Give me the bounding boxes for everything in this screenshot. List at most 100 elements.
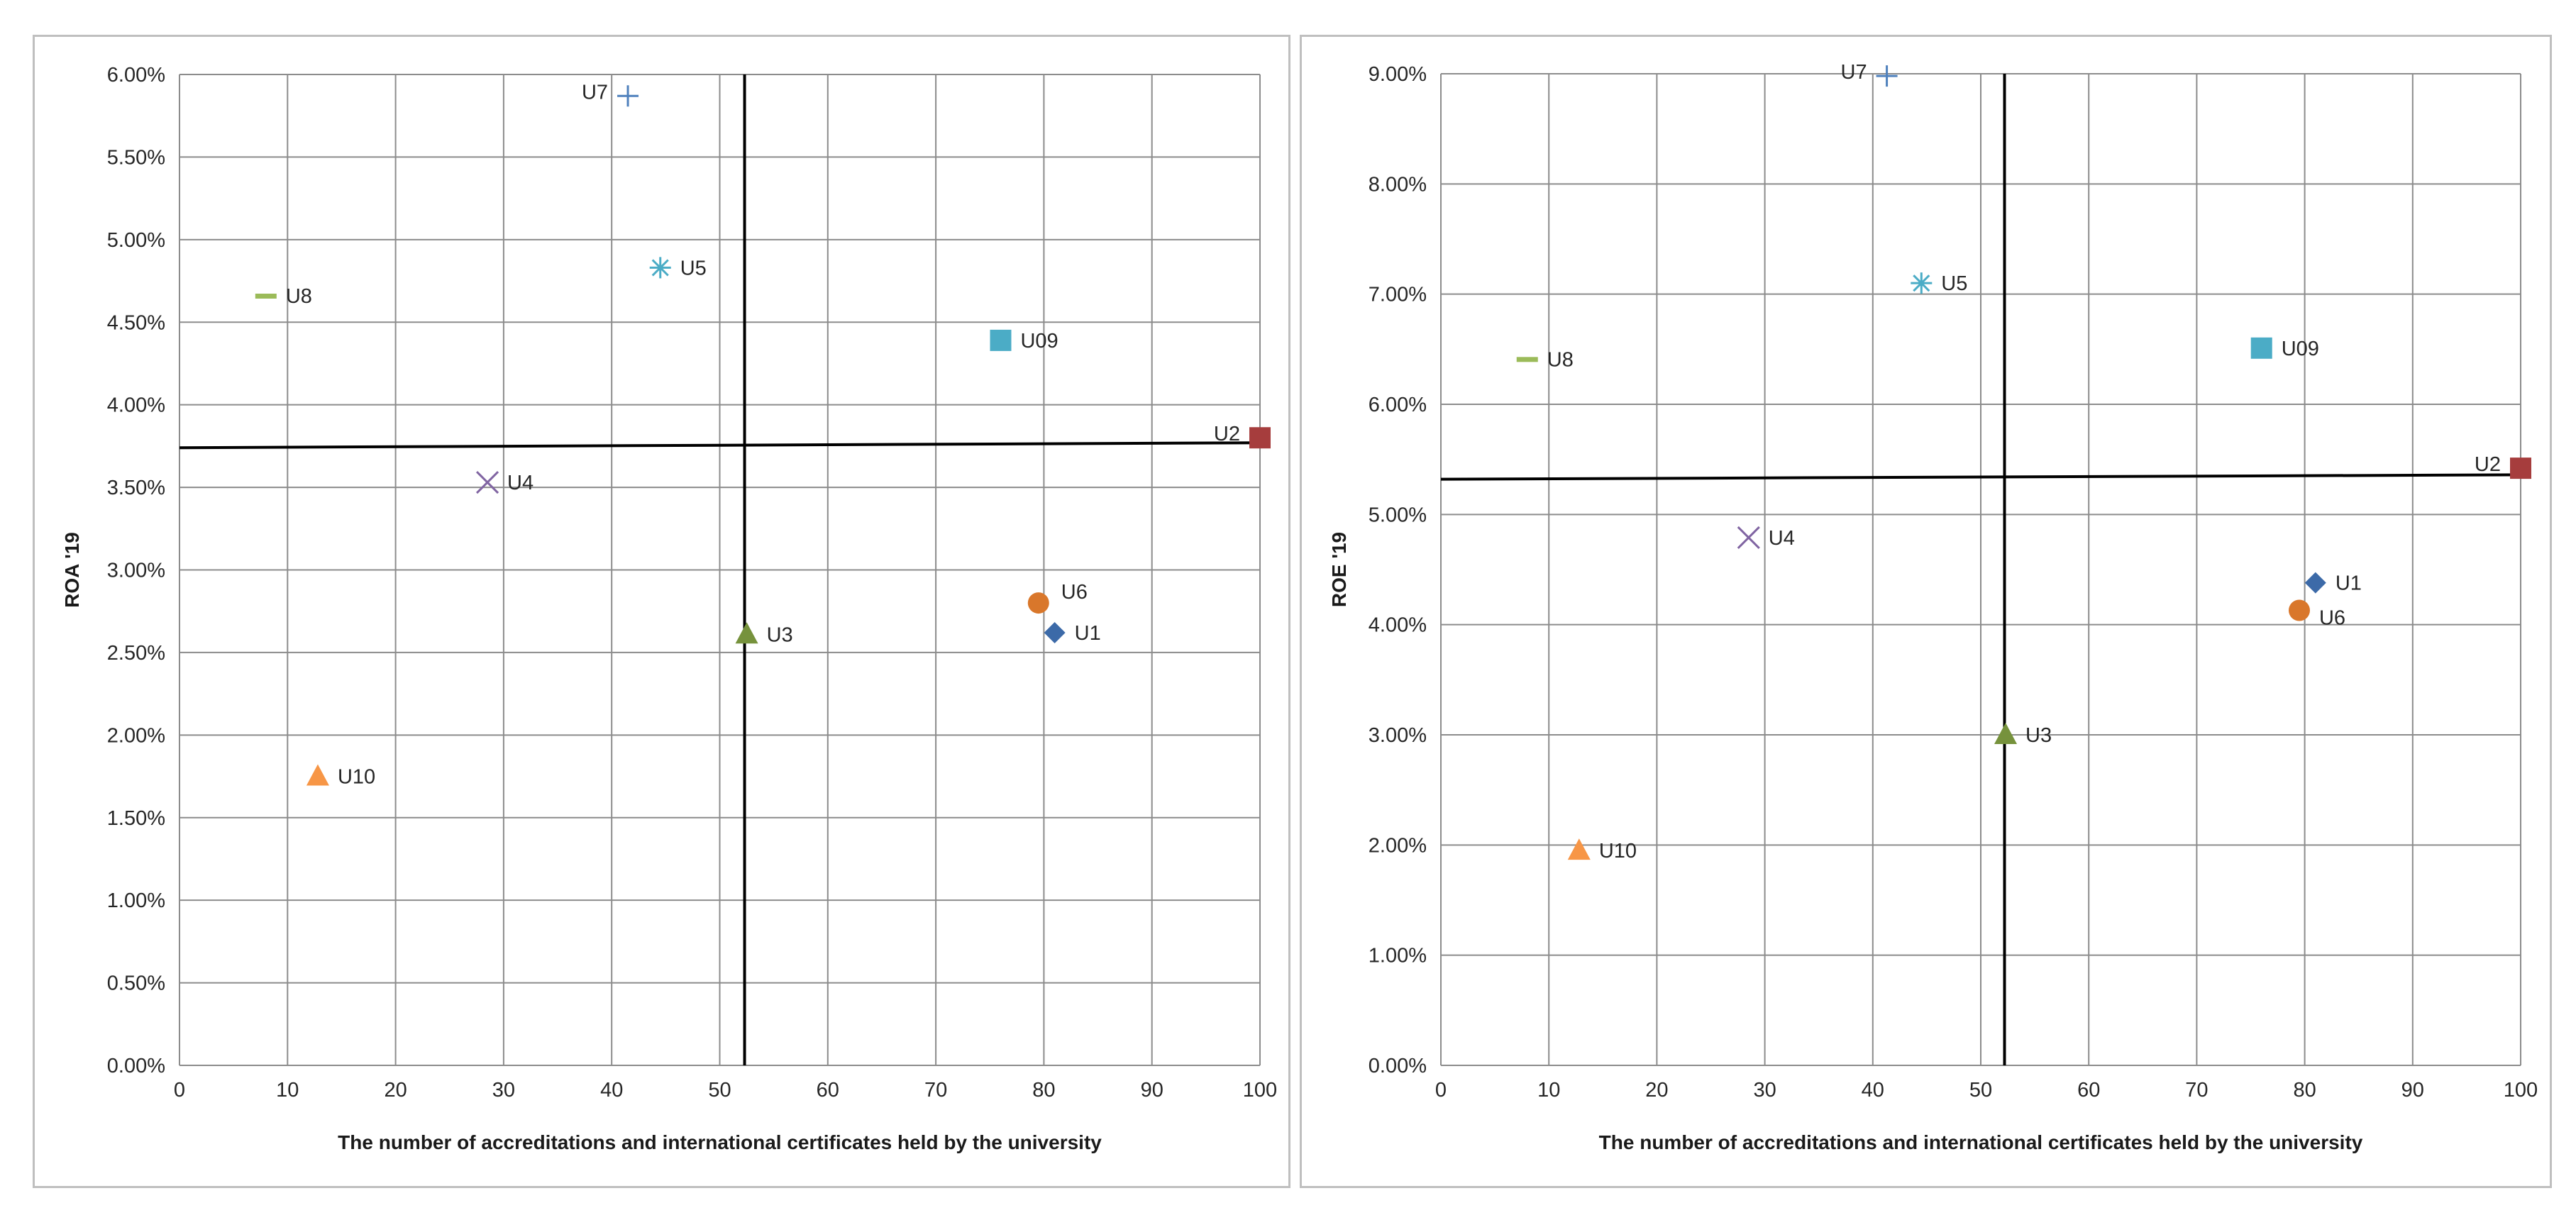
y-tick-label: 3.00% — [107, 560, 165, 582]
x-tick-label: 20 — [1645, 1079, 1668, 1102]
y-tick-label: 4.00% — [1369, 614, 1427, 637]
x-tick-label: 10 — [276, 1079, 299, 1102]
asterisk-marker — [1911, 272, 1933, 294]
dash-marker — [1516, 357, 1538, 362]
y-tick-label: 6.00% — [1369, 394, 1427, 416]
data-point-u1: U1 — [1044, 621, 1101, 645]
point-label: U09 — [1020, 330, 1058, 353]
plus-marker — [1876, 65, 1898, 87]
x-tick-label: 70 — [2185, 1079, 2208, 1102]
point-label: U5 — [680, 257, 707, 279]
x-tick-label: 70 — [924, 1079, 947, 1102]
point-label: U4 — [1769, 527, 1795, 550]
plus-marker — [617, 85, 639, 107]
x-tick-label: 0 — [1435, 1079, 1447, 1102]
point-label: U6 — [1061, 581, 1088, 604]
y-tick-label: 9.00% — [1369, 63, 1427, 86]
horizontal-reference-line — [1440, 473, 2521, 481]
point-label: U8 — [286, 285, 312, 308]
x-tick-label: 50 — [708, 1079, 731, 1102]
y-tick-label: 1.00% — [107, 889, 165, 912]
y-tick-label: 8.00% — [1369, 173, 1427, 196]
data-point-u5: U5 — [1911, 272, 1967, 295]
data-point-u10: U10 — [306, 764, 375, 789]
point-label: U2 — [2475, 453, 2501, 476]
point-label: U3 — [2025, 724, 2052, 747]
y-tick-label: 2.00% — [107, 724, 165, 747]
x-tick-label: 100 — [2504, 1079, 2538, 1102]
square-marker — [2250, 337, 2272, 359]
point-label: U7 — [582, 81, 608, 104]
gridlines — [179, 74, 1261, 1066]
diamond-marker — [1044, 621, 1066, 643]
x-tick-label: 50 — [1969, 1079, 1992, 1102]
x-tick-label: 90 — [2401, 1079, 2424, 1102]
y-axis-title: ROE '19 — [1328, 532, 1350, 607]
data-point-u5: U5 — [649, 257, 707, 279]
data-point-u8: U8 — [1516, 348, 1574, 371]
x-tick-label: 60 — [2077, 1079, 2100, 1102]
data-point-u09: U09 — [990, 329, 1058, 353]
x-tick-label: 40 — [1862, 1079, 1884, 1102]
x-tick-label: 60 — [817, 1079, 839, 1102]
y-tick-label: 3.00% — [1369, 724, 1427, 747]
data-point-u1: U1 — [2304, 572, 2362, 595]
square-marker — [2510, 458, 2531, 479]
dash-marker — [255, 293, 277, 299]
circle-marker — [2288, 599, 2310, 621]
y-tick-label: 6.00% — [107, 64, 165, 87]
y-tick-label: 2.00% — [1369, 834, 1427, 857]
data-point-u3: U3 — [735, 622, 793, 646]
x-tick-label: 30 — [1753, 1079, 1776, 1102]
circle-marker — [1027, 592, 1049, 614]
point-label: U10 — [1599, 840, 1637, 863]
data-point-u7: U7 — [582, 81, 639, 107]
square-marker — [990, 329, 1012, 351]
x-tick-label: 80 — [1032, 1079, 1055, 1102]
y-tick-label: 5.00% — [1369, 504, 1427, 526]
diamond-marker — [2304, 572, 2326, 594]
x-tick-label: 20 — [384, 1079, 407, 1102]
data-point-u3: U3 — [1994, 723, 2052, 747]
data-point-u10: U10 — [1567, 838, 1637, 863]
y-tick-label: 4.00% — [107, 394, 165, 417]
x-tick-label: 0 — [174, 1079, 185, 1102]
point-label: U7 — [1841, 61, 1867, 84]
x-marker — [1737, 526, 1760, 550]
data-point-u7: U7 — [1841, 61, 1898, 87]
roe-chart-panel: 0 10 20 30 40 50 60 70 80 90 100 0.00% 1.00% 2.00% 3.0… — [1300, 35, 2552, 1188]
x-axis-title: The number of accreditations and interna… — [1599, 1131, 2363, 1153]
point-label: U2 — [1214, 423, 1240, 445]
triangle-marker — [1567, 838, 1591, 860]
triangle-marker — [306, 764, 329, 786]
y-tick-label: 1.50% — [107, 807, 165, 830]
square-marker — [1249, 427, 1271, 449]
x-marker — [475, 471, 499, 494]
y-tick-label: 5.00% — [107, 229, 165, 252]
x-tick-label: 90 — [1141, 1079, 1163, 1102]
data-point-u8: U8 — [255, 285, 312, 308]
x-tick-label: 40 — [600, 1079, 623, 1102]
point-label: U6 — [2319, 606, 2345, 629]
point-label: U3 — [767, 623, 793, 646]
triangle-marker — [1994, 723, 2018, 744]
x-tick-label: 30 — [492, 1079, 515, 1102]
y-tick-label: 0.00% — [1369, 1055, 1427, 1077]
x-tick-label: 80 — [2293, 1079, 2316, 1102]
point-label: U8 — [1547, 348, 1574, 371]
y-tick-label: 0.00% — [107, 1055, 165, 1077]
horizontal-reference-line — [179, 441, 1261, 450]
y-tick-label: 1.00% — [1369, 945, 1427, 967]
point-label: U4 — [507, 472, 534, 494]
asterisk-marker — [649, 257, 671, 279]
point-label: U09 — [2282, 338, 2319, 360]
data-point-u2: U2 — [1214, 423, 1271, 449]
x-tick-label: 10 — [1537, 1079, 1560, 1102]
point-label: U5 — [1941, 272, 1967, 295]
y-tick-label: 3.50% — [107, 477, 165, 499]
data-point-u6: U6 — [1027, 581, 1088, 614]
point-label: U1 — [1075, 622, 1101, 645]
roa-chart-panel: 0 10 20 30 40 50 60 70 80 90 100 0.00% 0.50% 1.00% 1.5… — [33, 35, 1290, 1188]
x-axis-title: The number of accreditations and interna… — [338, 1131, 1102, 1153]
x-tick-label: 100 — [1243, 1079, 1277, 1102]
